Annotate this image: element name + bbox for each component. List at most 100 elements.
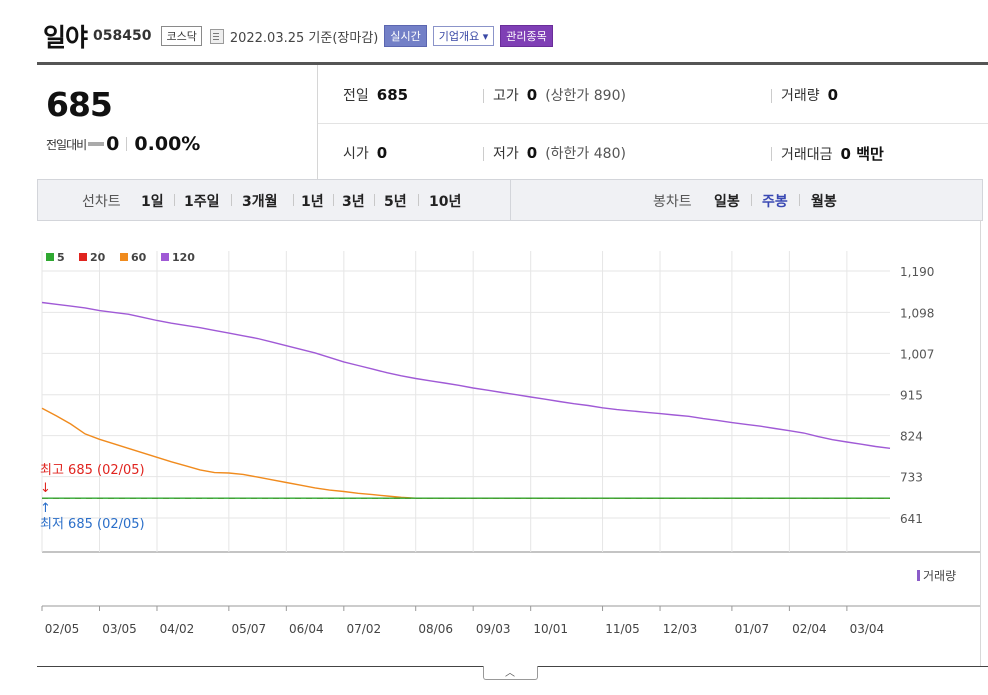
x-tick-label: 03/04 <box>850 622 885 636</box>
period-bar: 선차트 1일 1주일 3개월 1년 3년 5년 10년 봉차트 일봉 주봉 월봉 <box>37 179 983 221</box>
price-box: 685 전일대비 0 0.00% <box>37 65 318 182</box>
divider <box>126 137 128 151</box>
calendar-icon <box>209 28 224 44</box>
prev-close-cell: 전일 685 <box>343 85 408 105</box>
period-1w[interactable]: 1주일 <box>184 194 220 210</box>
x-tick-label: 09/03 <box>476 622 511 636</box>
high-value: 0 <box>526 86 538 104</box>
high-label: 고가 <box>493 88 519 104</box>
grid-lines <box>41 251 980 611</box>
chart-labels: 1,190 1,098 1,007 915 824 733 641 02/05 03/05 04/… <box>40 251 956 636</box>
change-row: 전일대비 0 0.00% <box>46 133 200 155</box>
stock-code: 058450 <box>93 28 152 44</box>
volume-legend-label: 거래량 <box>923 569 956 583</box>
market-badge: 코스닥 <box>161 26 202 46</box>
x-tick-label: 02/05 <box>45 622 80 636</box>
low-value: 0 <box>526 144 538 162</box>
divider <box>418 194 419 206</box>
divider <box>174 194 175 206</box>
high-annotation: 최고 685 (02/05) <box>40 463 145 478</box>
title-row: 일야 058450 코스닥 2022.03.25 기준(장마감) 실시간 기업개… <box>43 16 553 56</box>
period-5y[interactable]: 5년 <box>384 194 407 210</box>
flat-change-icon <box>88 142 105 146</box>
period-1y[interactable]: 1년 <box>301 194 324 210</box>
divider <box>483 147 484 161</box>
company-overview-button[interactable]: 기업개요 ▾ <box>432 26 495 46</box>
y-tick-label: 824 <box>900 430 923 444</box>
legend-swatch-ma120 <box>161 253 169 261</box>
line-chart-label: 선차트 <box>82 194 121 210</box>
chart-area: 1,190 1,098 1,007 915 824 733 641 02/05 03/05 04/… <box>0 220 988 691</box>
divider <box>751 194 752 206</box>
amount-cell: 거래대금 0 백만 <box>781 143 884 164</box>
collapse-chart-button[interactable]: ︿ <box>483 666 538 680</box>
period-3m[interactable]: 3개월 <box>242 194 278 210</box>
x-tick-label: 06/04 <box>289 622 324 636</box>
divider <box>771 147 772 161</box>
legend-label-ma5: 5 <box>57 251 65 264</box>
divider <box>374 194 375 206</box>
period-3y[interactable]: 3년 <box>342 194 365 210</box>
low-cell: 저가 0 (하한가 480) <box>493 143 626 163</box>
divider <box>799 194 800 206</box>
x-tick-label: 11/05 <box>605 622 640 636</box>
divider <box>231 194 232 206</box>
upper-limit: (상한가 890) <box>545 88 626 104</box>
current-price: 685 <box>46 85 113 124</box>
x-tick-label: 04/02 <box>160 622 195 636</box>
low-label: 저가 <box>493 146 519 162</box>
legend-swatch-ma20 <box>79 253 87 261</box>
candle-daily[interactable]: 일봉 <box>714 194 740 210</box>
up-arrow-icon: ↑ <box>40 501 51 516</box>
volume-cell: 거래량 0 <box>781 85 838 105</box>
x-tick-label: 01/07 <box>735 622 770 636</box>
volume-legend-swatch <box>917 570 920 581</box>
legend-label-ma120: 120 <box>172 251 195 264</box>
legend-label-ma20: 20 <box>90 251 106 264</box>
managed-stock-button[interactable]: 관리종목 <box>500 25 553 47</box>
divider <box>771 89 772 103</box>
high-cell: 고가 0 (상한가 890) <box>493 85 626 105</box>
divider <box>483 89 484 103</box>
x-tick-label: 10/01 <box>533 622 568 636</box>
change-percent: 0.00% <box>134 133 201 155</box>
series-line-ma60 <box>41 407 890 499</box>
divider <box>293 194 294 206</box>
x-tick-label: 03/05 <box>102 622 137 636</box>
amount-label: 거래대금 <box>781 146 833 163</box>
volume-label: 거래량 <box>781 88 820 104</box>
lower-limit: (하한가 480) <box>545 146 626 162</box>
row-divider <box>318 123 988 124</box>
change-label: 전일대비 <box>46 137 87 152</box>
open-value: 0 <box>376 144 388 162</box>
quote-panel: 685 전일대비 0 0.00% 전일 685 고가 0 (상한가 890) 거… <box>37 62 988 182</box>
period-1d[interactable]: 1일 <box>141 194 164 210</box>
y-tick-label: 733 <box>900 471 923 485</box>
open-label: 시가 <box>343 146 369 162</box>
x-tick-label: 12/03 <box>663 622 698 636</box>
x-tick-label: 08/06 <box>418 622 453 636</box>
series-lines <box>41 301 891 499</box>
prev-close-value: 685 <box>376 86 409 104</box>
candle-chart-label: 봉차트 <box>653 194 692 210</box>
divider <box>333 194 334 206</box>
y-tick-label: 1,190 <box>900 265 934 279</box>
y-tick-label: 915 <box>900 389 923 403</box>
open-cell: 시가 0 <box>343 143 387 163</box>
x-tick-label: 05/07 <box>232 622 267 636</box>
chevron-up-icon: ︿ <box>505 668 515 679</box>
legend-label-ma60: 60 <box>131 251 147 264</box>
volume-value: 0 <box>827 86 839 104</box>
candle-weekly[interactable]: 주봉 <box>762 194 788 210</box>
candle-monthly[interactable]: 월봉 <box>811 194 837 210</box>
stock-name: 일야 <box>43 23 88 52</box>
amount-value: 0 백만 <box>840 145 884 163</box>
price-chart: 1,190 1,098 1,007 915 824 733 641 02/05 03/05 04/… <box>40 251 980 636</box>
series-line-ma120 <box>41 301 891 449</box>
period-10y[interactable]: 10년 <box>429 194 462 210</box>
period-divider <box>510 180 511 220</box>
chart-right-border <box>980 220 981 666</box>
realtime-button[interactable]: 실시간 <box>384 25 427 47</box>
x-tick-label: 07/02 <box>347 622 382 636</box>
low-annotation: 최저 685 (02/05) <box>40 517 145 532</box>
